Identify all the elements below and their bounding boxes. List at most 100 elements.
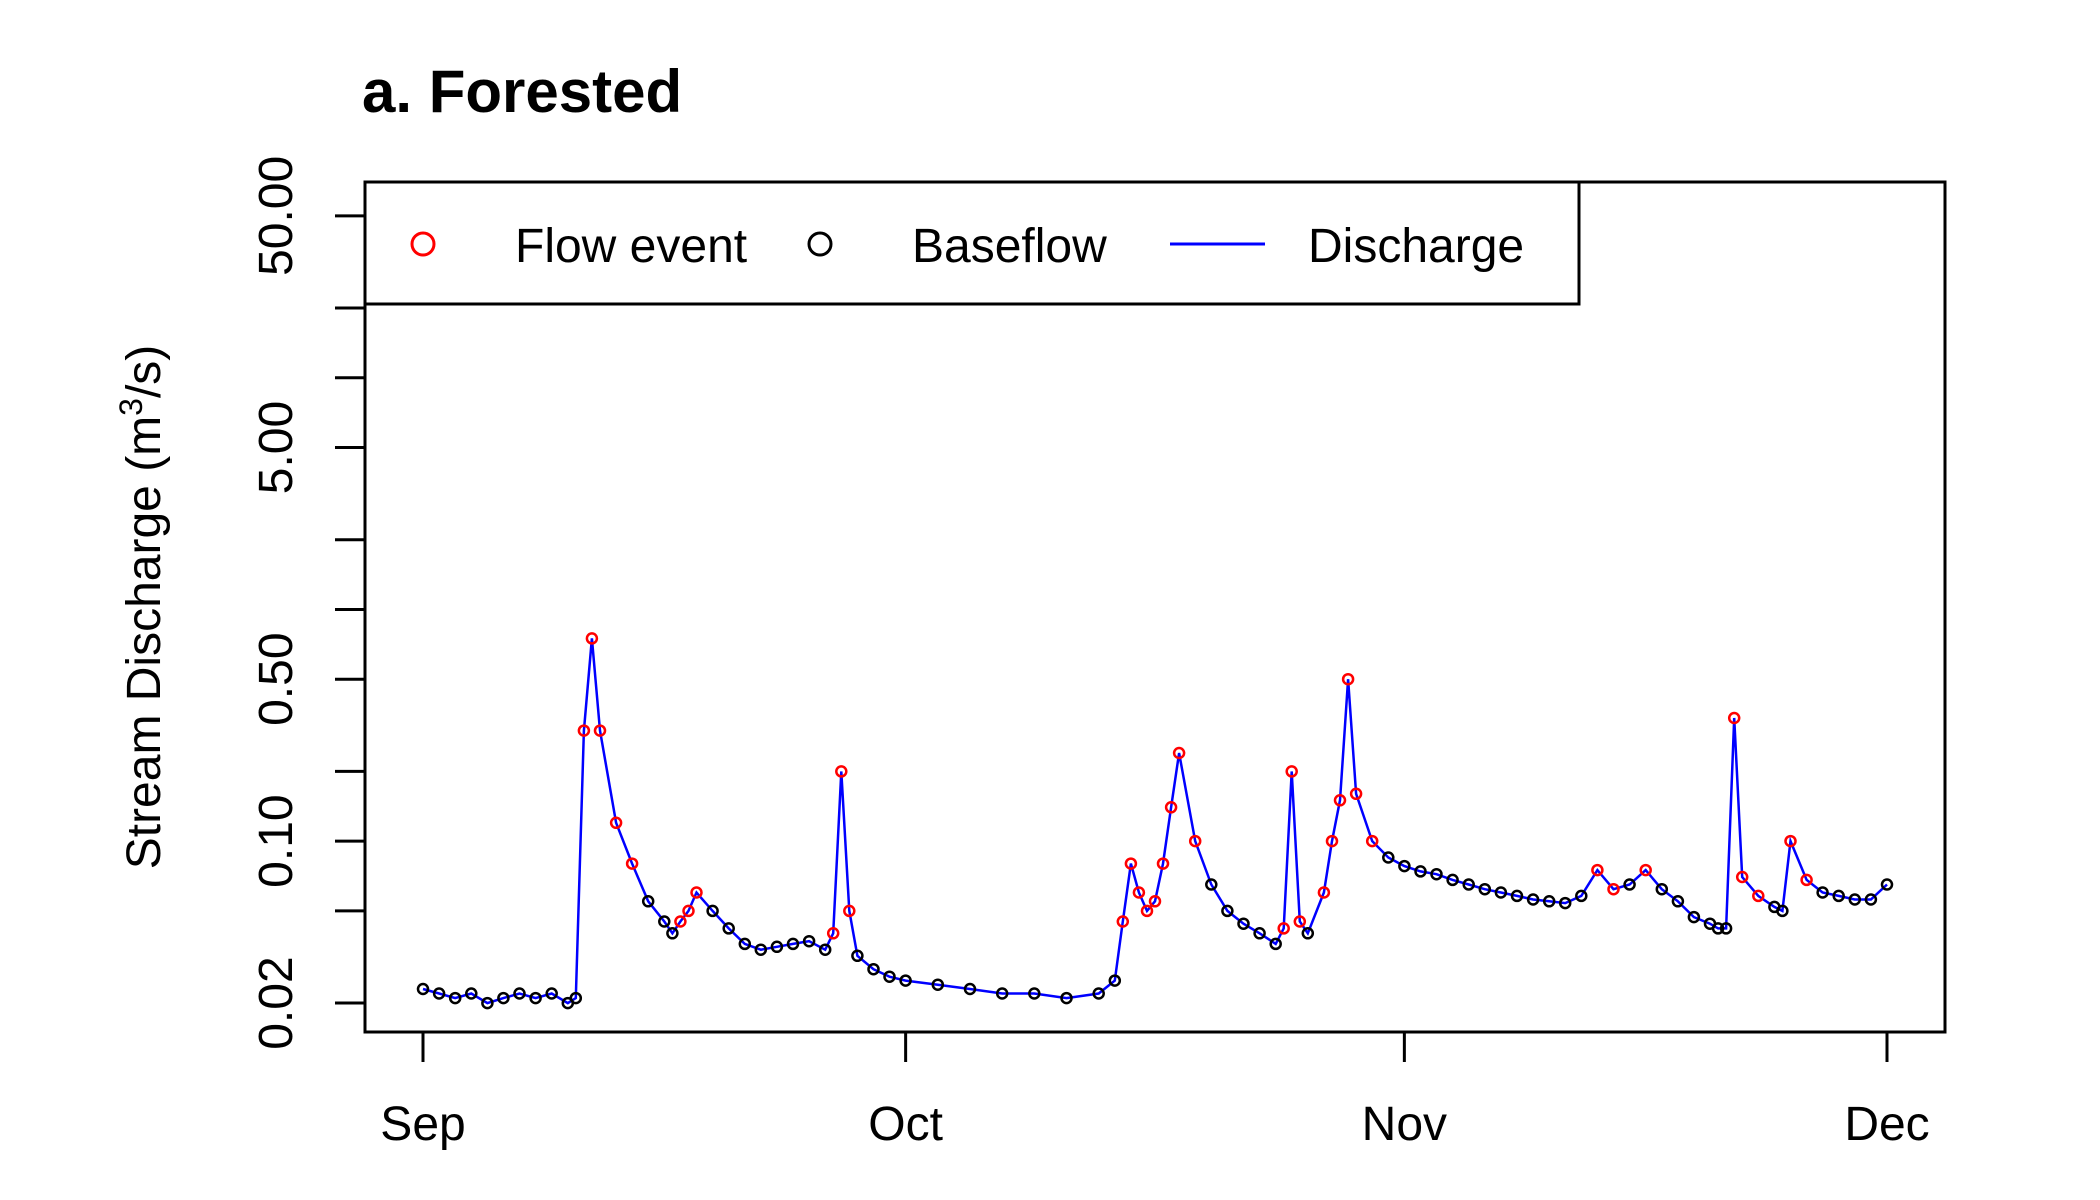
baseflow-point: [569, 991, 583, 1005]
baseflow-point: [1711, 922, 1725, 935]
baseflow-point: [1446, 873, 1459, 887]
baseflow-point: [1575, 889, 1588, 903]
baseflow-point: [658, 915, 671, 928]
legend-baseflow-symbol: [807, 231, 833, 257]
baseflow-point: [1028, 987, 1041, 1000]
baseflow-point: [497, 991, 510, 1005]
baseflow-point: [1832, 889, 1845, 903]
y-axis-label-suffix: /s): [118, 345, 171, 398]
y-tick-label: 0.50: [250, 632, 303, 725]
flow-event-point: [593, 724, 607, 737]
baseflow-point: [754, 943, 768, 956]
baseflow-point: [1776, 904, 1789, 918]
baseflow-point: [963, 982, 977, 996]
x-tick-label: Sep: [380, 1098, 465, 1151]
baseflow-point: [995, 987, 1009, 1000]
flow-event-point: [585, 632, 599, 645]
y-axis: 0.02 0.10 0.50 5.00 50.00: [250, 156, 367, 1050]
baseflow-point: [481, 996, 494, 1010]
baseflow-point: [1478, 882, 1492, 896]
baseflow-point: [1430, 867, 1443, 881]
x-tick-label: Nov: [1362, 1098, 1447, 1151]
flow-event-point: [1735, 870, 1749, 884]
flow-event-point: [1639, 863, 1652, 877]
x-axis: Sep Oct Nov Dec: [380, 1030, 1930, 1151]
baseflow-point: [1864, 893, 1878, 906]
baseflow-point: [1269, 937, 1282, 951]
flow-event-point: [1285, 765, 1298, 778]
baseflow-point: [770, 940, 784, 954]
y-tick-label: 5.00: [250, 401, 303, 494]
baseflow-point: [513, 987, 526, 1000]
flow-event-point: [835, 765, 848, 778]
flow-event-point: [1341, 672, 1355, 686]
baseflow-point: [1253, 927, 1266, 940]
legend-discharge-label: Discharge: [1308, 220, 1524, 273]
baseflow-point: [1205, 878, 1218, 891]
flow-event-point: [1325, 834, 1339, 848]
flow-event-point: [1277, 922, 1290, 935]
baseflow-point: [867, 962, 880, 976]
baseflow-point: [448, 991, 462, 1005]
flow-event-point: [1727, 711, 1741, 725]
baseflow-point: [1398, 859, 1411, 873]
y-tick-label: 0.02: [250, 956, 303, 1049]
chart-title: a. Forested: [362, 58, 682, 125]
baseflow-point: [1301, 927, 1315, 940]
y-tick-label: 50.00: [250, 156, 303, 276]
baseflow-point: [1848, 893, 1862, 906]
flow-event-point: [1156, 857, 1170, 870]
flow-event-point: [1116, 915, 1130, 928]
baseflow-point: [1462, 878, 1475, 891]
baseflow-point: [1526, 893, 1540, 906]
baseflow-point: [802, 934, 816, 948]
baseflow-point: [851, 949, 864, 963]
baseflow-point: [1558, 896, 1572, 910]
flow-event-point: [1172, 746, 1186, 760]
flow-event-point: [682, 904, 695, 918]
baseflow-point: [1382, 851, 1395, 864]
flow-event-point: [1140, 904, 1154, 918]
flow-event-point: [1752, 889, 1765, 903]
baseflow-point: [465, 987, 478, 1000]
baseflow-point: [738, 937, 752, 951]
flow-event-point: [1784, 834, 1797, 848]
y-tick-label: 0.10: [250, 794, 303, 887]
baseflow-point: [1542, 895, 1556, 908]
flow-event-point: [1164, 801, 1178, 814]
flow-event-point: [1365, 834, 1379, 848]
flow-event-point: [609, 816, 623, 830]
baseflow-point: [432, 987, 446, 1000]
legend-box: [363, 180, 1581, 306]
flow-event-point: [577, 724, 591, 737]
baseflow-point: [1092, 987, 1105, 1000]
baseflow-point: [1816, 886, 1829, 899]
legend-flow-event-label: Flow event: [515, 220, 747, 273]
legend-flow-event-symbol: [410, 231, 436, 257]
y-axis-label-prefix: Stream Discharge (m: [118, 416, 171, 869]
baseflow-point: [1719, 922, 1733, 935]
flow-event-point: [674, 915, 687, 928]
flow-event-point: [1591, 863, 1604, 877]
flow-event-point: [1124, 857, 1138, 870]
y-axis-label: Stream Discharge (m3/s): [113, 345, 171, 870]
legend: Flow event Baseflow Discharge: [363, 180, 1581, 306]
baseflow-point: [1671, 895, 1685, 908]
baseflow-point: [931, 978, 945, 991]
baseflow-point: [545, 987, 558, 1000]
flow-event-point: [1132, 886, 1146, 899]
baseflow-point: [883, 970, 896, 983]
baseflow-point: [899, 974, 912, 987]
flow-event-point: [826, 927, 840, 940]
flow-event-point: [843, 904, 856, 918]
flow-event-point: [1293, 915, 1307, 928]
baseflow-point: [1108, 974, 1122, 987]
baseflow-point: [416, 982, 430, 996]
legend-baseflow-label: Baseflow: [912, 220, 1107, 273]
baseflow-point: [706, 904, 719, 918]
flow-event-point: [625, 857, 639, 870]
baseflow-point: [1221, 904, 1234, 918]
flow-event-point: [1349, 787, 1363, 801]
baseflow-point: [1623, 878, 1636, 891]
